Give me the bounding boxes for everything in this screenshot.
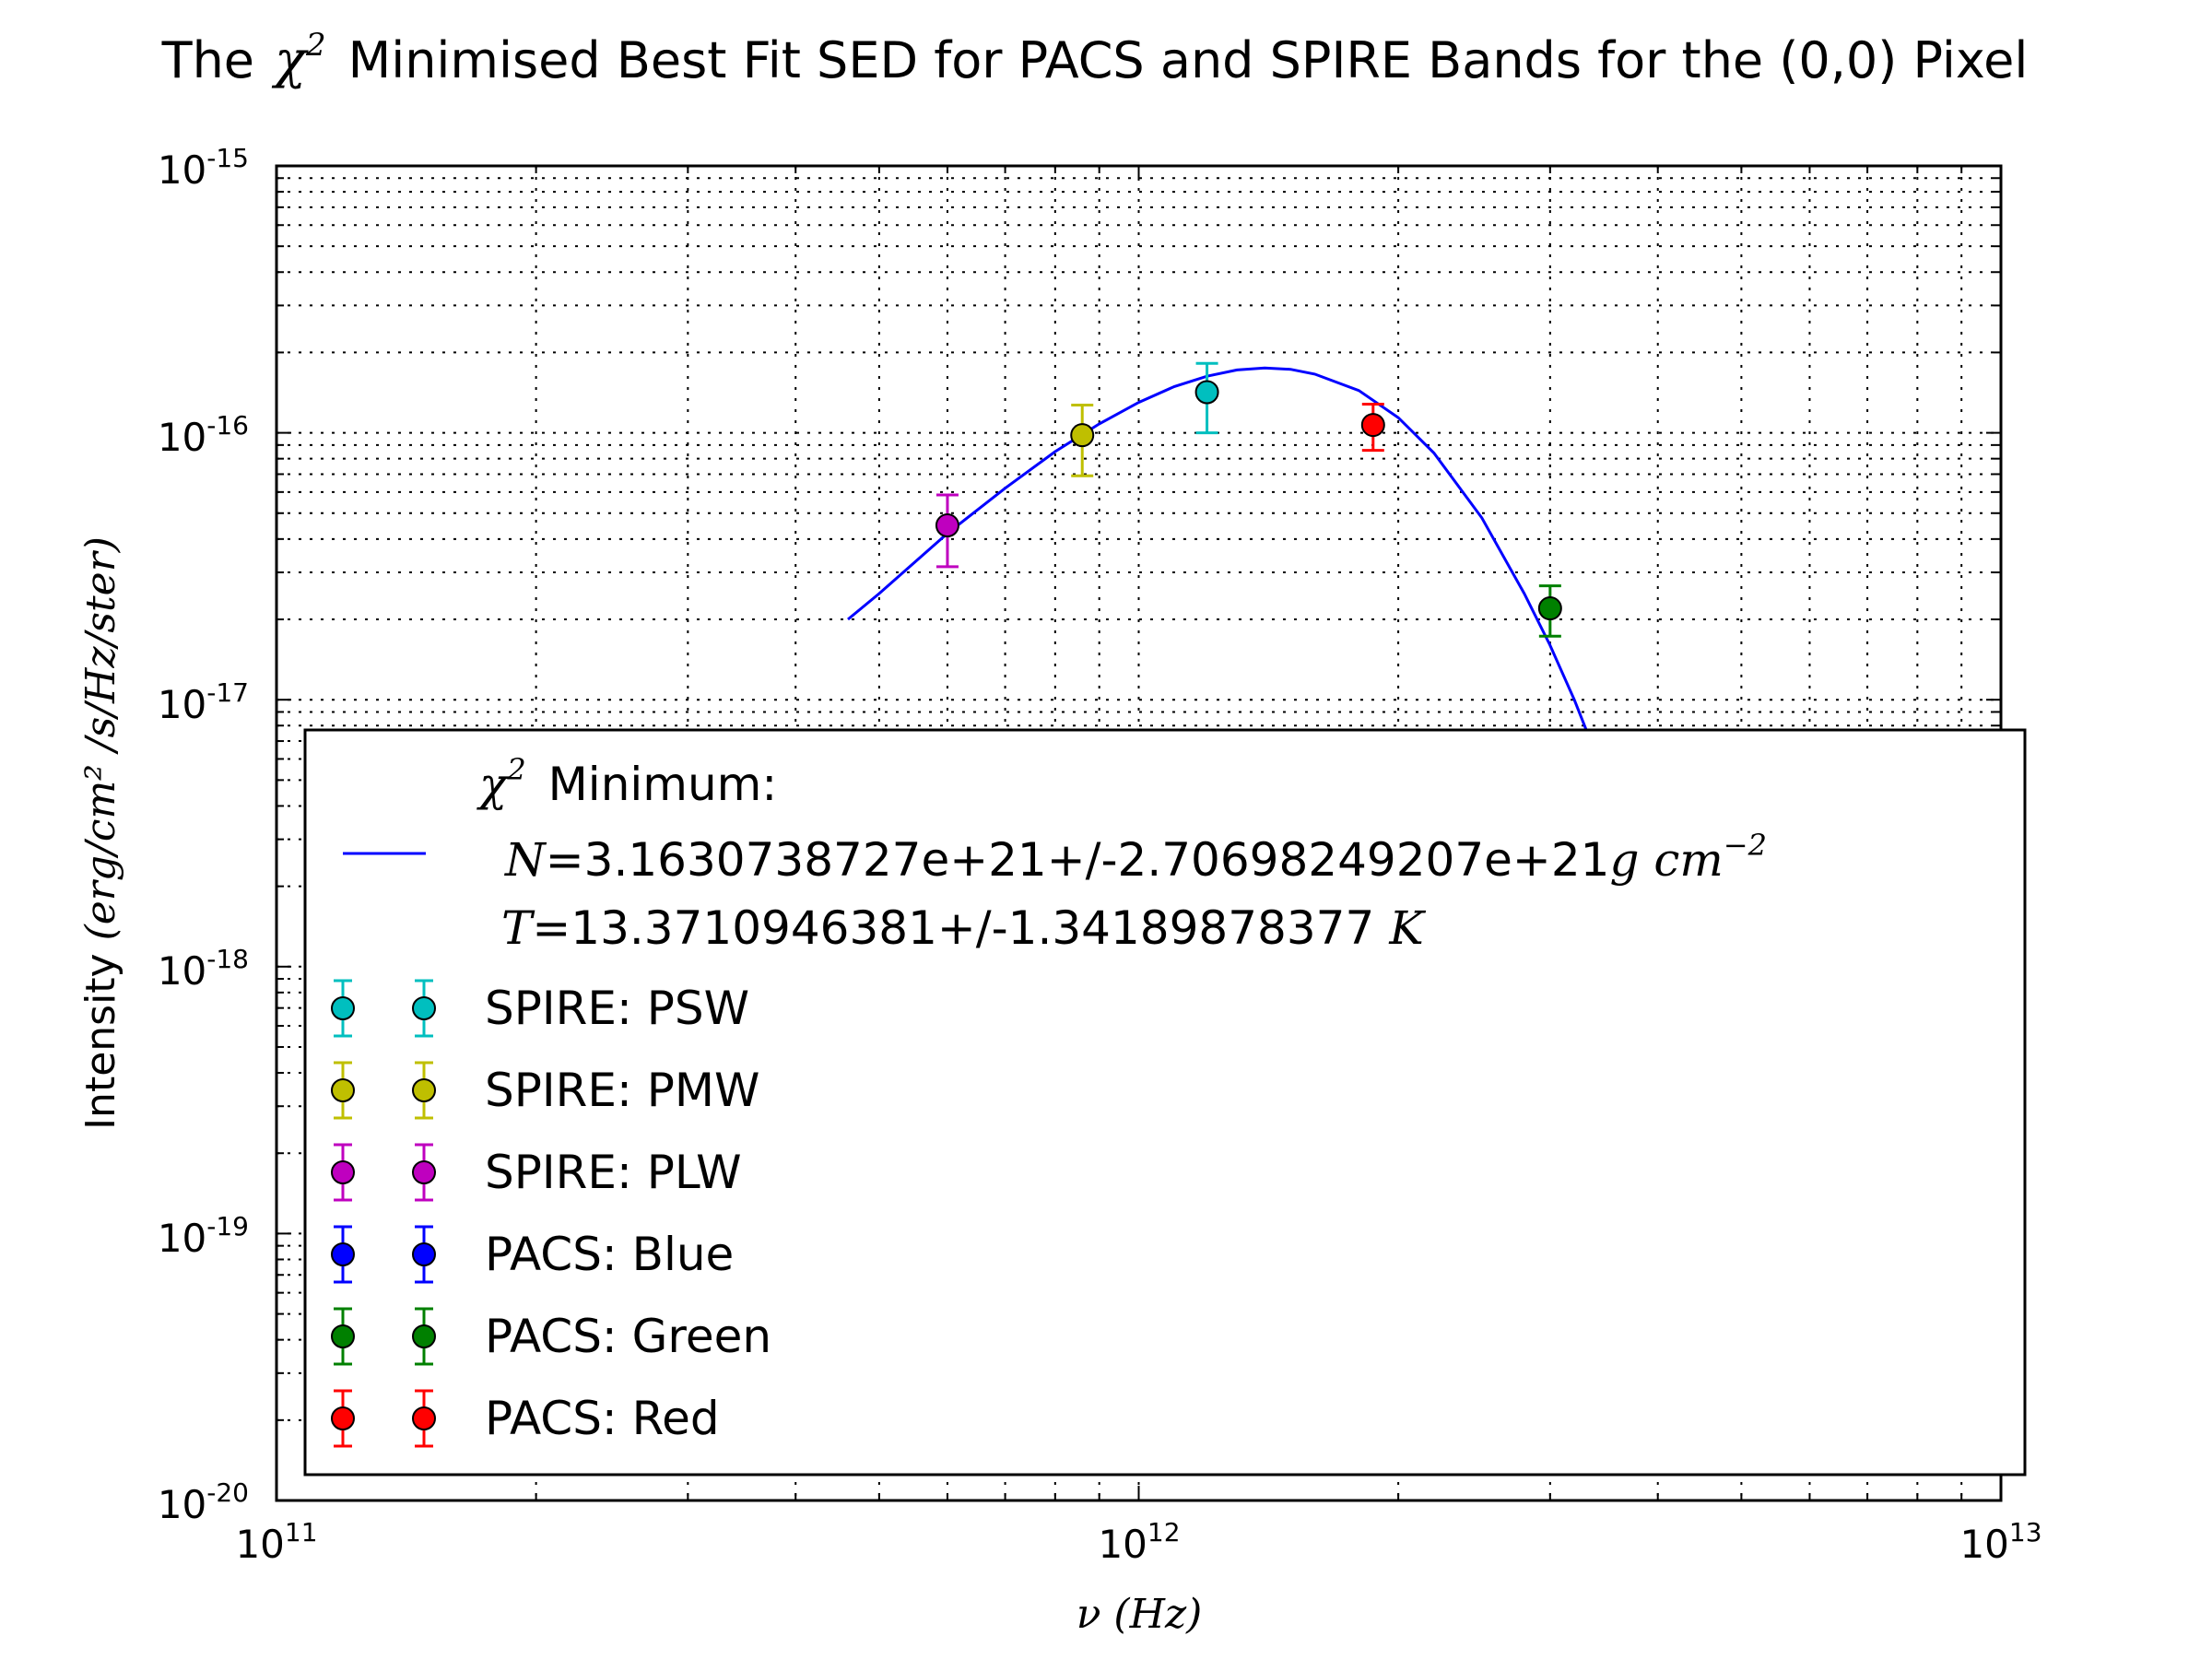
legend-box	[303, 728, 2027, 1477]
y-tick-label-1e-19: 10-19	[158, 1211, 249, 1261]
x-tick-label-1e13: 1013	[1959, 1517, 2041, 1567]
legend-label-pacs-blue: PACS: Blue	[485, 1228, 734, 1281]
data-point-pacs-red	[1360, 413, 1385, 438]
x-tick-labels: 1011 1012 1013	[235, 1517, 2041, 1567]
grid	[276, 166, 2001, 1500]
y-tick-label-1e-16: 10-16	[158, 410, 249, 460]
legend-label-spire-pmw: SPIRE: PMW	[485, 1064, 759, 1117]
y-tick-label-1e-17: 10-17	[158, 677, 249, 727]
legend-marker-pacs-red	[412, 1406, 436, 1430]
legend-marker-pacs-red	[331, 1406, 355, 1430]
fit-curve	[847, 366, 1641, 881]
legend-marker-pacs-blue	[331, 1242, 355, 1266]
legend-marker-spire-pmw	[412, 1078, 436, 1102]
y-tick-label-1e-15: 10-15	[158, 143, 249, 193]
legend-fit-n: N=3.1630738727e+21+/-2.70698249207e+21g …	[504, 828, 1767, 887]
legend-fit-title: χ2 Minimum:	[477, 752, 777, 811]
legend-label-spire-plw: SPIRE: PLW	[485, 1146, 742, 1199]
legend-label-spire-psw: SPIRE: PSW	[485, 982, 749, 1035]
legend-marker-spire-psw	[331, 996, 355, 1020]
x-tick-label-1e12: 1012	[1098, 1517, 1180, 1567]
legend-label-pacs-green: PACS: Green	[485, 1310, 771, 1363]
legend-marker-pacs-green	[412, 1324, 436, 1348]
y-tick-label-1e-18: 10-18	[158, 944, 249, 994]
data-points-layer	[935, 361, 1562, 638]
data-point-spire-plw	[935, 513, 959, 538]
chart-title: The χ2 Minimised Best Fit SED for PACS and…	[161, 27, 2029, 90]
x-tick-label-1e11: 1011	[235, 1517, 317, 1567]
legend-marker-pacs-green	[331, 1324, 355, 1348]
fit-curve-layer	[847, 366, 1641, 881]
y-tick-label-1e-20: 10-20	[158, 1477, 249, 1527]
legend-marker-spire-plw	[412, 1160, 436, 1184]
y-axis-label: Intensity(erg/cm² /s/Hz/ster)	[77, 536, 124, 1130]
legend: χ2 Minimum: N=3.1630738727e+21+/-2.706982…	[303, 728, 2027, 1477]
legend-series-entries: SPIRE: PSW SPIRE: PMW SPIRE: PLW PACS: Blue…	[331, 979, 771, 1448]
data-point-pacs-green	[1537, 596, 1562, 621]
legend-marker-spire-plw	[331, 1160, 355, 1184]
data-point-spire-psw	[1194, 380, 1219, 405]
legend-label-pacs-red: PACS: Red	[485, 1392, 720, 1445]
legend-marker-spire-pmw	[331, 1078, 355, 1102]
legend-fit-t: T=13.3710946381+/-1.34189878377 K	[501, 901, 1426, 955]
legend-marker-pacs-blue	[412, 1242, 436, 1266]
legend-marker-spire-psw	[412, 996, 436, 1020]
y-tick-labels: 10-15 10-16 10-17 10-18 10-19 10-20	[158, 143, 249, 1527]
x-axis-label: ν (Hz)	[1077, 1591, 1203, 1638]
data-point-spire-pmw	[1070, 423, 1095, 448]
